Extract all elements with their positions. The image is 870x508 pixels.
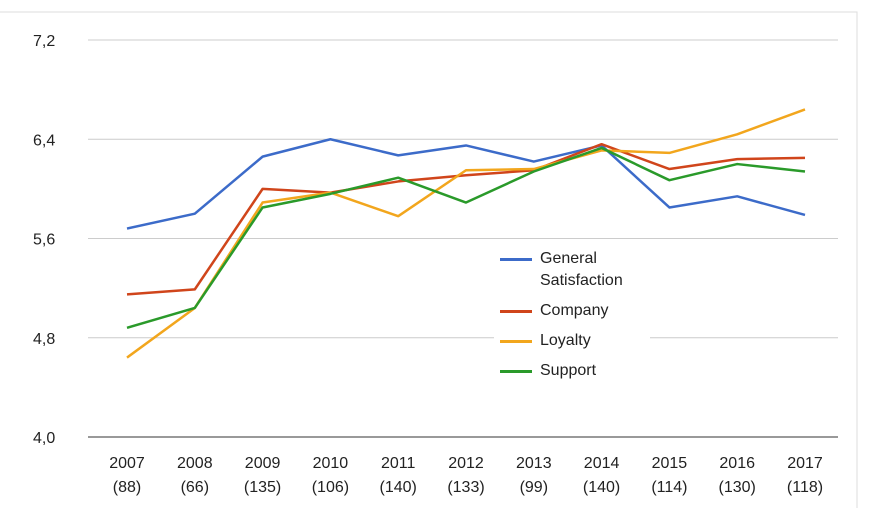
series-line [126,142,806,296]
series-line [126,108,806,359]
legend-item: General Satisfaction [494,248,650,292]
x-tick-label: 2008 [177,455,213,472]
legend-item: Company [494,300,650,322]
y-tick-label: 5,6 [33,232,55,249]
y-tick-label: 4,8 [33,331,55,348]
x-tick-label: 2007 [109,455,145,472]
legend-swatch [500,340,532,343]
legend-item: Loyalty [494,330,650,352]
x-tick-label: 2012 [448,455,484,472]
x-tick-label: (106) [312,479,349,496]
x-tick-label: 2011 [381,455,416,472]
x-tick-label: (133) [447,479,484,496]
x-tick-label: (135) [244,479,281,496]
legend-label: Company [540,302,609,319]
x-tick-label: (118) [787,479,823,496]
x-tick-label: (130) [719,479,756,496]
x-tick-label: (88) [113,479,141,496]
x-tick-label: 2016 [719,455,755,472]
x-tick-label: 2009 [245,455,281,472]
x-tick-label: (99) [520,479,548,496]
x-tick-label: 2015 [652,455,688,472]
legend-swatch [500,370,532,373]
legend: General Satisfaction Company Loyalty Suppor… [494,240,650,396]
x-tick-label: 2017 [787,455,823,472]
x-tick-label: (114) [651,479,687,496]
legend-item: Support [494,360,650,382]
legend-swatch [500,258,532,261]
x-tick-label: 2014 [584,455,620,472]
legend-swatch [500,310,532,313]
legend-label: Support [540,362,597,379]
x-tick-label: (140) [583,479,620,496]
y-tick-label: 7,2 [33,33,55,50]
y-tick-label: 4,0 [33,430,55,447]
series-line [126,138,806,230]
series-line [126,146,806,330]
x-tick-label: (66) [181,479,209,496]
x-tick-label: 2013 [516,455,552,472]
legend-label: Loyalty [540,332,591,349]
y-tick-label: 6,4 [33,132,55,149]
frame [0,11,858,508]
x-tick-label: 2010 [313,455,349,472]
x-tick-label: (140) [380,479,417,496]
legend-label: General Satisfaction [540,250,623,289]
